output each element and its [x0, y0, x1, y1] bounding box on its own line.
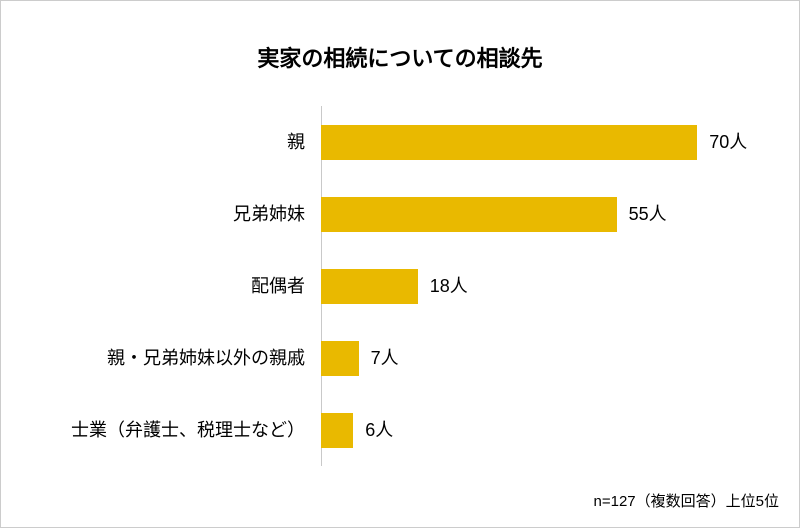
category-label: 兄弟姉妹 — [233, 197, 305, 232]
category-label: 士業（弁護士、税理士など） — [71, 413, 305, 448]
plot-area: 親70人兄弟姉妹55人配偶者18人親・兄弟姉妹以外の親戚7人士業（弁護士、税理士… — [321, 106, 751, 466]
value-label: 55人 — [629, 197, 667, 232]
value-label: 6人 — [365, 413, 393, 448]
bar-row: 親70人 — [321, 106, 751, 178]
category-label: 親・兄弟姉妹以外の親戚 — [107, 341, 305, 376]
bar-row: 士業（弁護士、税理士など）6人 — [321, 394, 751, 466]
bar-row: 兄弟姉妹55人 — [321, 178, 751, 250]
value-label: 70人 — [709, 125, 747, 160]
bar — [321, 197, 617, 232]
chart-footnote: n=127（複数回答）上位5位 — [594, 490, 779, 511]
chart-title: 実家の相続についての相談先 — [1, 41, 799, 73]
bar-row: 配偶者18人 — [321, 250, 751, 322]
bar — [321, 125, 697, 160]
bar — [321, 341, 359, 376]
bar — [321, 269, 418, 304]
chart-frame: 実家の相続についての相談先 親70人兄弟姉妹55人配偶者18人親・兄弟姉妹以外の… — [0, 0, 800, 528]
value-label: 18人 — [430, 269, 468, 304]
value-label: 7人 — [371, 341, 399, 376]
category-label: 親 — [287, 125, 305, 160]
bar-row: 親・兄弟姉妹以外の親戚7人 — [321, 322, 751, 394]
bar — [321, 413, 353, 448]
category-label: 配偶者 — [251, 269, 305, 304]
